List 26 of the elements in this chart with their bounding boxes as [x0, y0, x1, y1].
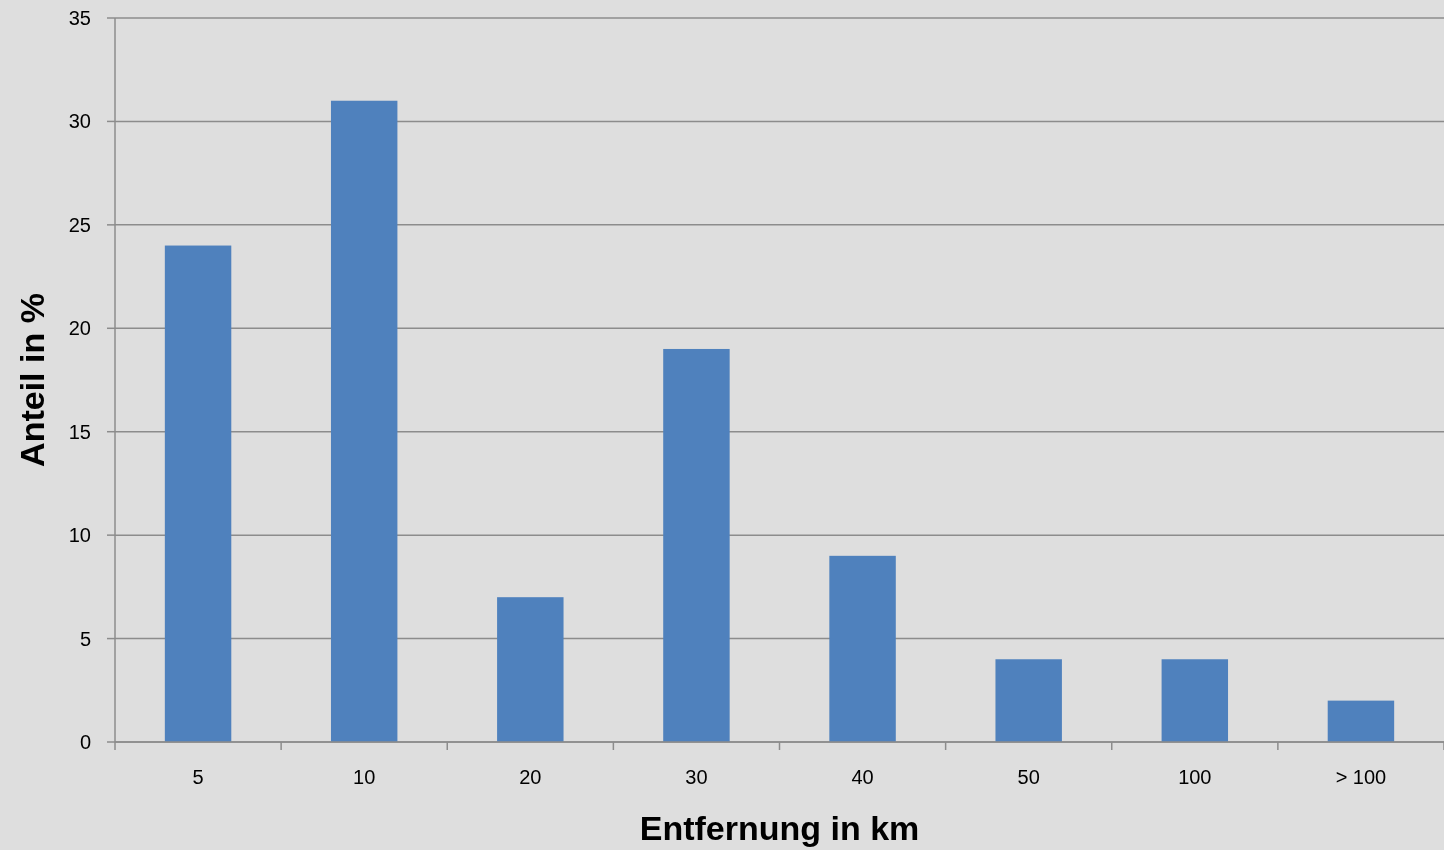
bar	[995, 659, 1062, 742]
bar	[663, 348, 730, 742]
bar	[1327, 700, 1395, 742]
x-tick-label: 40	[851, 766, 874, 788]
y-tick-label: 35	[68, 7, 91, 29]
bar	[1161, 659, 1229, 742]
y-tick-label: 5	[79, 627, 91, 650]
x-tick-label: 10	[353, 766, 376, 788]
bar	[829, 555, 896, 742]
y-tick-label: 30	[68, 110, 91, 133]
x-tick-label: 5	[192, 766, 204, 788]
bar	[497, 597, 564, 742]
y-tick-label: 0	[79, 731, 91, 753]
y-tick-label: 10	[68, 524, 91, 547]
x-tick-label: 50	[1017, 766, 1040, 788]
bar	[330, 100, 398, 742]
y-tick-label: 15	[68, 420, 91, 443]
x-tick-label: 30	[685, 766, 708, 788]
x-tick-label: > 100	[1335, 766, 1387, 788]
y-tick-label: 20	[68, 317, 91, 340]
y-axis-title: Anteil in %	[13, 293, 51, 467]
x-tick-label: 100	[1178, 766, 1212, 788]
bar	[164, 245, 232, 742]
x-axis-title: Entfernung in km	[639, 809, 920, 847]
x-tick-label: 20	[519, 766, 542, 788]
y-tick-label: 25	[68, 213, 91, 236]
